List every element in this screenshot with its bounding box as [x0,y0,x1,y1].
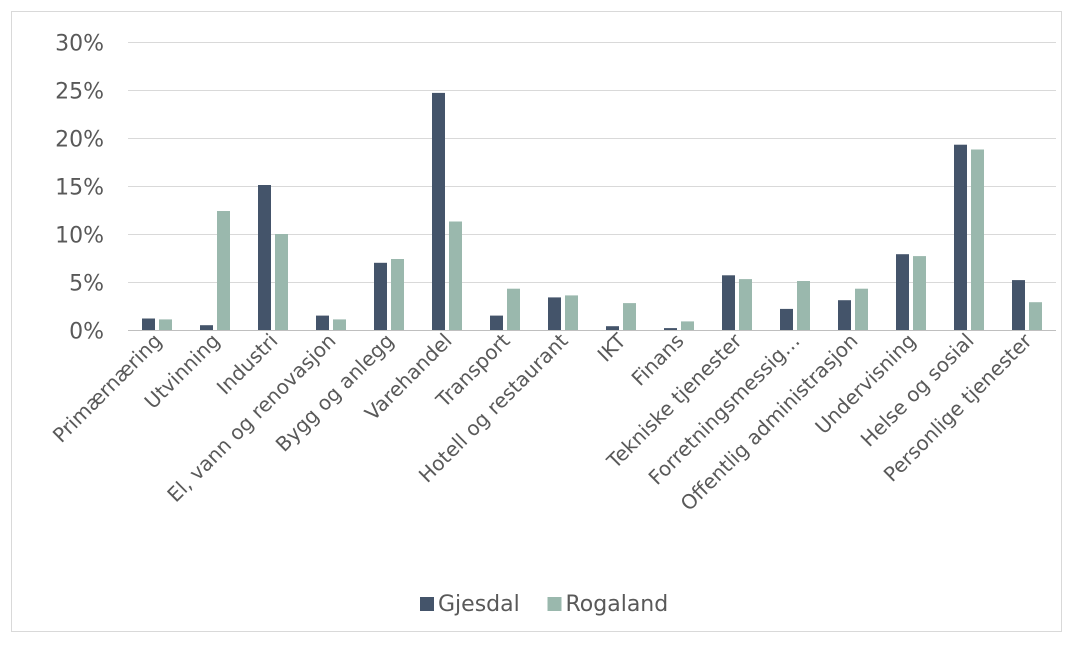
bar-rogaland-12 [797,281,810,330]
bar-rogaland-8 [565,295,578,330]
bar-gjesdal-13 [838,300,851,330]
bar-rogaland-6 [449,221,462,330]
bar-rogaland-4 [333,319,346,330]
legend: Gjesdal Rogaland [420,592,668,617]
bar-rogaland-13 [855,288,868,330]
y-tick-label: 10% [55,224,104,249]
y-tick-label: 30% [55,32,104,57]
bar-gjesdal-1 [142,318,155,330]
bar-rogaland-1 [159,319,172,330]
bar-rogaland-14 [913,256,926,330]
bar-rogaland-5 [391,259,404,330]
bar-gjesdal-16 [1012,280,1025,330]
bar-rogaland-7 [507,288,520,330]
bar-rogaland-10 [681,321,694,330]
bar-gjesdal-3 [258,185,271,330]
bar-rogaland-11 [739,279,752,330]
y-axis-tick-labels: 0% 5% 10% 15% 20% 25% 30% [55,32,104,345]
y-tick-label: 0% [69,320,104,345]
bar-gjesdal-2 [200,325,213,330]
legend-label-gjesdal: Gjesdal [438,592,520,617]
bar-gjesdal-9 [606,326,619,330]
bar-gjesdal-8 [548,297,561,330]
legend-label-rogaland: Rogaland [566,592,669,617]
bar-gjesdal-10 [664,328,677,330]
y-tick-label: 15% [55,176,104,201]
bar-gjesdal-11 [722,275,735,330]
chart-border [11,11,1062,632]
bar-gjesdal-4 [316,315,329,330]
bar-gjesdal-12 [780,308,793,330]
bar-rogaland-3 [275,234,288,330]
bar-rogaland-9 [623,303,636,330]
bar-gjesdal-5 [374,262,387,330]
legend-swatch-rogaland [547,597,562,611]
bar-rogaland-15 [971,149,984,330]
y-tick-label: 20% [55,128,104,153]
bar-gjesdal-7 [490,315,503,330]
bars [142,92,1042,331]
bar-rogaland-16 [1029,302,1042,330]
y-tick-label: 5% [69,272,104,297]
bar-gjesdal-15 [954,144,967,330]
y-tick-label: 25% [55,80,104,105]
bar-gjesdal-14 [896,254,909,330]
bar-gjesdal-6 [432,92,445,331]
legend-swatch-gjesdal [420,597,434,611]
bar-rogaland-2 [217,211,230,330]
